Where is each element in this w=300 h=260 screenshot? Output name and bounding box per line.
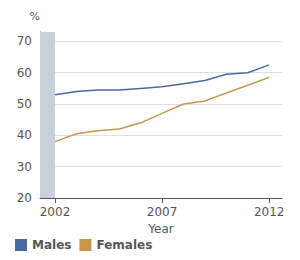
svg-text:2012: 2012: [254, 205, 285, 219]
svg-text:70: 70: [17, 34, 32, 48]
svg-text:Females: Females: [96, 238, 152, 252]
svg-text:20: 20: [17, 191, 32, 205]
svg-text:2002: 2002: [40, 205, 71, 219]
svg-text:2007: 2007: [147, 205, 178, 219]
svg-text:40: 40: [17, 128, 32, 142]
svg-text:Males: Males: [32, 238, 71, 252]
svg-text:60: 60: [17, 66, 32, 80]
svg-text:Year: Year: [147, 222, 173, 236]
svg-text:50: 50: [17, 97, 32, 111]
svg-text:30: 30: [17, 160, 32, 174]
svg-text:%: %: [30, 10, 40, 23]
